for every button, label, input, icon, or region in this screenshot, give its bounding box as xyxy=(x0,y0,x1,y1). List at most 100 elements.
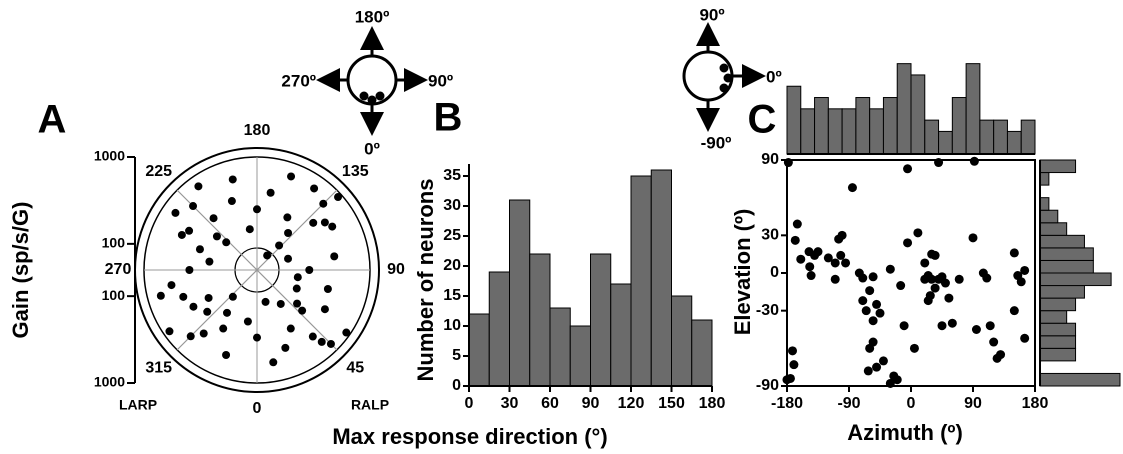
compass-right xyxy=(682,22,766,132)
point xyxy=(1016,277,1026,287)
point xyxy=(261,297,270,306)
point xyxy=(985,321,995,331)
y-tick-label: 20 xyxy=(443,257,461,274)
y-tick-label: 0 xyxy=(452,377,461,394)
point xyxy=(223,308,232,317)
point xyxy=(885,264,895,274)
point xyxy=(179,292,188,301)
side-bar xyxy=(1039,347,1077,362)
y-tick-label: 15 xyxy=(443,287,461,304)
point xyxy=(989,337,999,347)
bar xyxy=(509,199,531,387)
point xyxy=(283,213,292,222)
point xyxy=(276,299,285,308)
compass-label: 90º xyxy=(699,5,724,24)
point xyxy=(1020,265,1030,275)
point xyxy=(920,258,930,268)
x-tick-label: 30 xyxy=(501,395,519,412)
top-bar xyxy=(855,97,871,155)
top-bar xyxy=(910,74,926,155)
point xyxy=(861,306,871,316)
point xyxy=(253,333,261,342)
side-bar xyxy=(1039,247,1094,261)
point xyxy=(934,158,944,168)
point xyxy=(788,346,798,356)
compass-label: 90º xyxy=(428,71,453,90)
top-bar xyxy=(1020,119,1036,155)
point xyxy=(293,299,302,308)
compass-label: 0º xyxy=(364,139,380,158)
angle-label: 270 xyxy=(105,261,132,278)
point xyxy=(253,205,261,214)
point xyxy=(204,293,213,302)
annotation: RALP xyxy=(351,397,389,413)
point xyxy=(317,337,326,346)
point xyxy=(286,324,295,333)
point xyxy=(841,258,851,268)
point xyxy=(823,253,833,263)
x-tick-label: 90 xyxy=(964,395,982,412)
top-bar xyxy=(896,63,912,155)
y-tick-label: 5 xyxy=(452,347,461,364)
top-bar xyxy=(827,108,843,155)
x-tick-label: 180 xyxy=(699,395,726,412)
compass-label: 0º xyxy=(766,67,782,86)
angle-label: 0 xyxy=(253,400,262,417)
x-axis-title: Azimuth (º) xyxy=(847,420,963,445)
side-bar xyxy=(1039,335,1077,349)
point xyxy=(171,208,180,217)
compass-label: -90º xyxy=(701,133,732,152)
x-tick-label: -180 xyxy=(771,395,803,412)
angle-label: 135 xyxy=(342,163,369,180)
point xyxy=(872,362,882,372)
x-tick-label: -90 xyxy=(837,395,860,412)
point xyxy=(328,222,337,231)
point xyxy=(281,343,290,352)
side-bar xyxy=(1039,209,1059,224)
point xyxy=(209,214,218,223)
point xyxy=(968,233,978,243)
point xyxy=(323,284,332,293)
y-tick-label: 30 xyxy=(443,197,461,214)
point xyxy=(903,164,913,174)
point xyxy=(205,257,214,266)
top-bar xyxy=(814,97,829,155)
side-bar xyxy=(1039,159,1077,174)
bar xyxy=(590,253,612,387)
point xyxy=(927,274,937,284)
point xyxy=(805,262,815,272)
x-tick-label: 60 xyxy=(541,395,559,412)
angle-label: 225 xyxy=(145,163,172,180)
panel-letter: B xyxy=(434,96,463,140)
point xyxy=(858,296,868,306)
point xyxy=(177,230,186,239)
point xyxy=(792,219,802,229)
top-bar xyxy=(841,108,857,155)
point xyxy=(263,251,272,260)
top-bar xyxy=(1006,130,1022,155)
point xyxy=(189,202,198,211)
bar xyxy=(529,253,551,387)
y-tick-label: -30 xyxy=(756,302,779,319)
bar xyxy=(691,319,713,387)
point xyxy=(868,316,878,326)
point xyxy=(269,358,278,367)
point xyxy=(954,274,964,284)
compass-label: 180º xyxy=(355,7,390,26)
bar xyxy=(549,307,571,387)
point xyxy=(944,293,954,303)
point xyxy=(326,339,335,348)
point xyxy=(899,321,909,331)
side-bar xyxy=(1039,285,1085,299)
bar xyxy=(671,295,693,387)
point xyxy=(287,172,296,181)
side-bar xyxy=(1039,372,1121,387)
point xyxy=(320,305,329,314)
point xyxy=(320,218,329,227)
point xyxy=(940,278,950,288)
y-axis-title: Number of neurons xyxy=(413,179,438,382)
point xyxy=(275,241,284,250)
compass-left xyxy=(316,26,428,136)
y-tick-label: 90 xyxy=(761,151,779,168)
point xyxy=(789,360,799,370)
